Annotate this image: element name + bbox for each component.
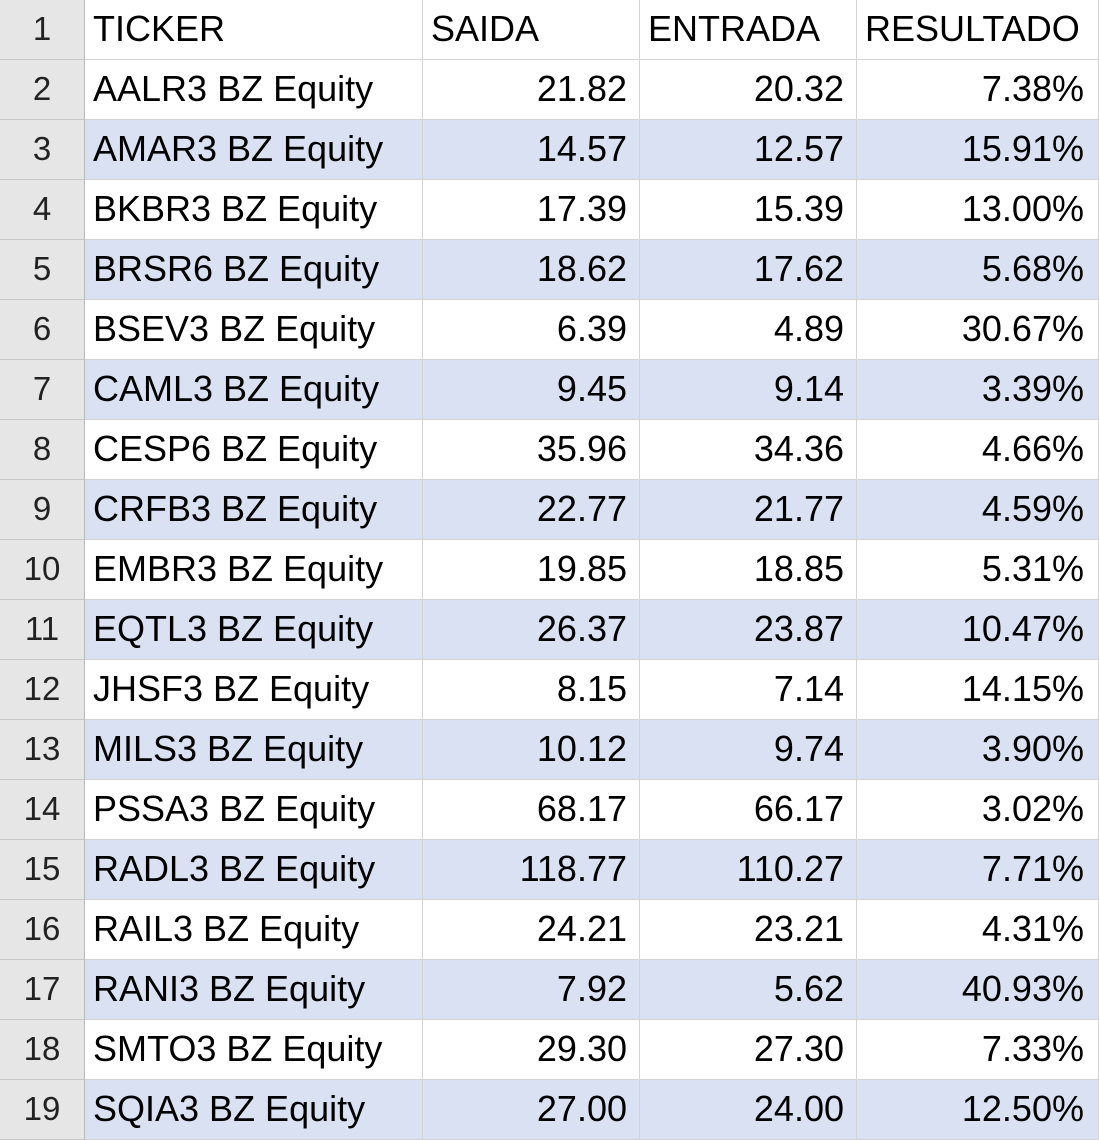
resultado-cell[interactable]: 4.66% <box>857 420 1099 480</box>
entrada-cell[interactable]: 18.85 <box>640 540 857 600</box>
row-number[interactable]: 4 <box>0 180 85 240</box>
resultado-cell[interactable]: 3.90% <box>857 720 1099 780</box>
entrada-cell[interactable]: 9.74 <box>640 720 857 780</box>
ticker-cell[interactable]: BRSR6 BZ Equity <box>85 240 423 300</box>
row-number[interactable]: 19 <box>0 1080 85 1140</box>
saida-cell[interactable]: 27.00 <box>423 1080 640 1140</box>
row-number[interactable]: 18 <box>0 1020 85 1080</box>
column-header-saida[interactable]: SAIDA <box>423 0 640 60</box>
ticker-cell[interactable]: BSEV3 BZ Equity <box>85 300 423 360</box>
column-header-ticker[interactable]: TICKER <box>85 0 423 60</box>
row-number[interactable]: 9 <box>0 480 85 540</box>
ticker-cell[interactable]: MILS3 BZ Equity <box>85 720 423 780</box>
row-number[interactable]: 17 <box>0 960 85 1020</box>
saida-cell[interactable]: 29.30 <box>423 1020 640 1080</box>
row-number[interactable]: 2 <box>0 60 85 120</box>
entrada-cell[interactable]: 23.21 <box>640 900 857 960</box>
ticker-cell[interactable]: CAML3 BZ Equity <box>85 360 423 420</box>
ticker-cell[interactable]: AALR3 BZ Equity <box>85 60 423 120</box>
entrada-cell[interactable]: 7.14 <box>640 660 857 720</box>
row-number[interactable]: 5 <box>0 240 85 300</box>
entrada-cell[interactable]: 5.62 <box>640 960 857 1020</box>
entrada-cell[interactable]: 34.36 <box>640 420 857 480</box>
row-number[interactable]: 6 <box>0 300 85 360</box>
resultado-cell[interactable]: 5.68% <box>857 240 1099 300</box>
resultado-cell[interactable]: 30.67% <box>857 300 1099 360</box>
entrada-cell[interactable]: 12.57 <box>640 120 857 180</box>
entrada-cell[interactable]: 110.27 <box>640 840 857 900</box>
entrada-cell[interactable]: 21.77 <box>640 480 857 540</box>
resultado-cell[interactable]: 14.15% <box>857 660 1099 720</box>
row-number[interactable]: 16 <box>0 900 85 960</box>
entrada-cell[interactable]: 24.00 <box>640 1080 857 1140</box>
row-number[interactable]: 14 <box>0 780 85 840</box>
resultado-cell[interactable]: 7.71% <box>857 840 1099 900</box>
saida-cell[interactable]: 14.57 <box>423 120 640 180</box>
saida-cell[interactable]: 24.21 <box>423 900 640 960</box>
entrada-cell[interactable]: 20.32 <box>640 60 857 120</box>
ticker-cell[interactable]: JHSF3 BZ Equity <box>85 660 423 720</box>
resultado-cell[interactable]: 40.93% <box>857 960 1099 1020</box>
resultado-cell[interactable]: 4.59% <box>857 480 1099 540</box>
column-header-entrada[interactable]: ENTRADA <box>640 0 857 60</box>
column-header-resultado[interactable]: RESULTADO <box>857 0 1099 60</box>
entrada-cell[interactable]: 9.14 <box>640 360 857 420</box>
saida-cell[interactable]: 17.39 <box>423 180 640 240</box>
resultado-cell[interactable]: 7.38% <box>857 60 1099 120</box>
row-number[interactable]: 11 <box>0 600 85 660</box>
entrada-cell[interactable]: 66.17 <box>640 780 857 840</box>
row-number[interactable]: 15 <box>0 840 85 900</box>
resultado-cell[interactable]: 10.47% <box>857 600 1099 660</box>
ticker-cell[interactable]: SQIA3 BZ Equity <box>85 1080 423 1140</box>
resultado-cell[interactable]: 3.39% <box>857 360 1099 420</box>
ticker-cell[interactable]: BKBR3 BZ Equity <box>85 180 423 240</box>
saida-cell[interactable]: 21.82 <box>423 60 640 120</box>
ticker-cell[interactable]: EMBR3 BZ Equity <box>85 540 423 600</box>
row-number[interactable]: 10 <box>0 540 85 600</box>
saida-cell[interactable]: 118.77 <box>423 840 640 900</box>
saida-cell[interactable]: 8.15 <box>423 660 640 720</box>
entrada-cell[interactable]: 23.87 <box>640 600 857 660</box>
entrada-cell[interactable]: 27.30 <box>640 1020 857 1080</box>
resultado-cell[interactable]: 12.50% <box>857 1080 1099 1140</box>
resultado-cell[interactable]: 4.31% <box>857 900 1099 960</box>
ticker-cell[interactable]: AMAR3 BZ Equity <box>85 120 423 180</box>
saida-cell[interactable]: 9.45 <box>423 360 640 420</box>
resultado-cell[interactable]: 13.00% <box>857 180 1099 240</box>
ticker-cell[interactable]: RADL3 BZ Equity <box>85 840 423 900</box>
ticker-cell[interactable]: CESP6 BZ Equity <box>85 420 423 480</box>
saida-cell[interactable]: 6.39 <box>423 300 640 360</box>
saida-cell[interactable]: 26.37 <box>423 600 640 660</box>
saida-cell[interactable]: 18.62 <box>423 240 640 300</box>
saida-cell[interactable]: 10.12 <box>423 720 640 780</box>
row-number[interactable]: 7 <box>0 360 85 420</box>
entrada-cell[interactable]: 17.62 <box>640 240 857 300</box>
row-number[interactable]: 12 <box>0 660 85 720</box>
row-number[interactable]: 13 <box>0 720 85 780</box>
saida-cell[interactable]: 68.17 <box>423 780 640 840</box>
ticker-cell[interactable]: EQTL3 BZ Equity <box>85 600 423 660</box>
ticker-cell[interactable]: CRFB3 BZ Equity <box>85 480 423 540</box>
row-header-1[interactable]: 1 <box>0 0 85 60</box>
ticker-cell[interactable]: SMTO3 BZ Equity <box>85 1020 423 1080</box>
entrada-cell[interactable]: 15.39 <box>640 180 857 240</box>
saida-cell[interactable]: 35.96 <box>423 420 640 480</box>
row-number[interactable]: 8 <box>0 420 85 480</box>
resultado-cell[interactable]: 7.33% <box>857 1020 1099 1080</box>
ticker-cell[interactable]: PSSA3 BZ Equity <box>85 780 423 840</box>
resultado-cell[interactable]: 15.91% <box>857 120 1099 180</box>
entrada-cell[interactable]: 4.89 <box>640 300 857 360</box>
resultado-cell[interactable]: 5.31% <box>857 540 1099 600</box>
ticker-cell[interactable]: RANI3 BZ Equity <box>85 960 423 1020</box>
resultado-cell[interactable]: 3.02% <box>857 780 1099 840</box>
saida-cell[interactable]: 22.77 <box>423 480 640 540</box>
row-number[interactable]: 3 <box>0 120 85 180</box>
saida-cell[interactable]: 19.85 <box>423 540 640 600</box>
saida-cell[interactable]: 7.92 <box>423 960 640 1020</box>
ticker-cell[interactable]: RAIL3 BZ Equity <box>85 900 423 960</box>
